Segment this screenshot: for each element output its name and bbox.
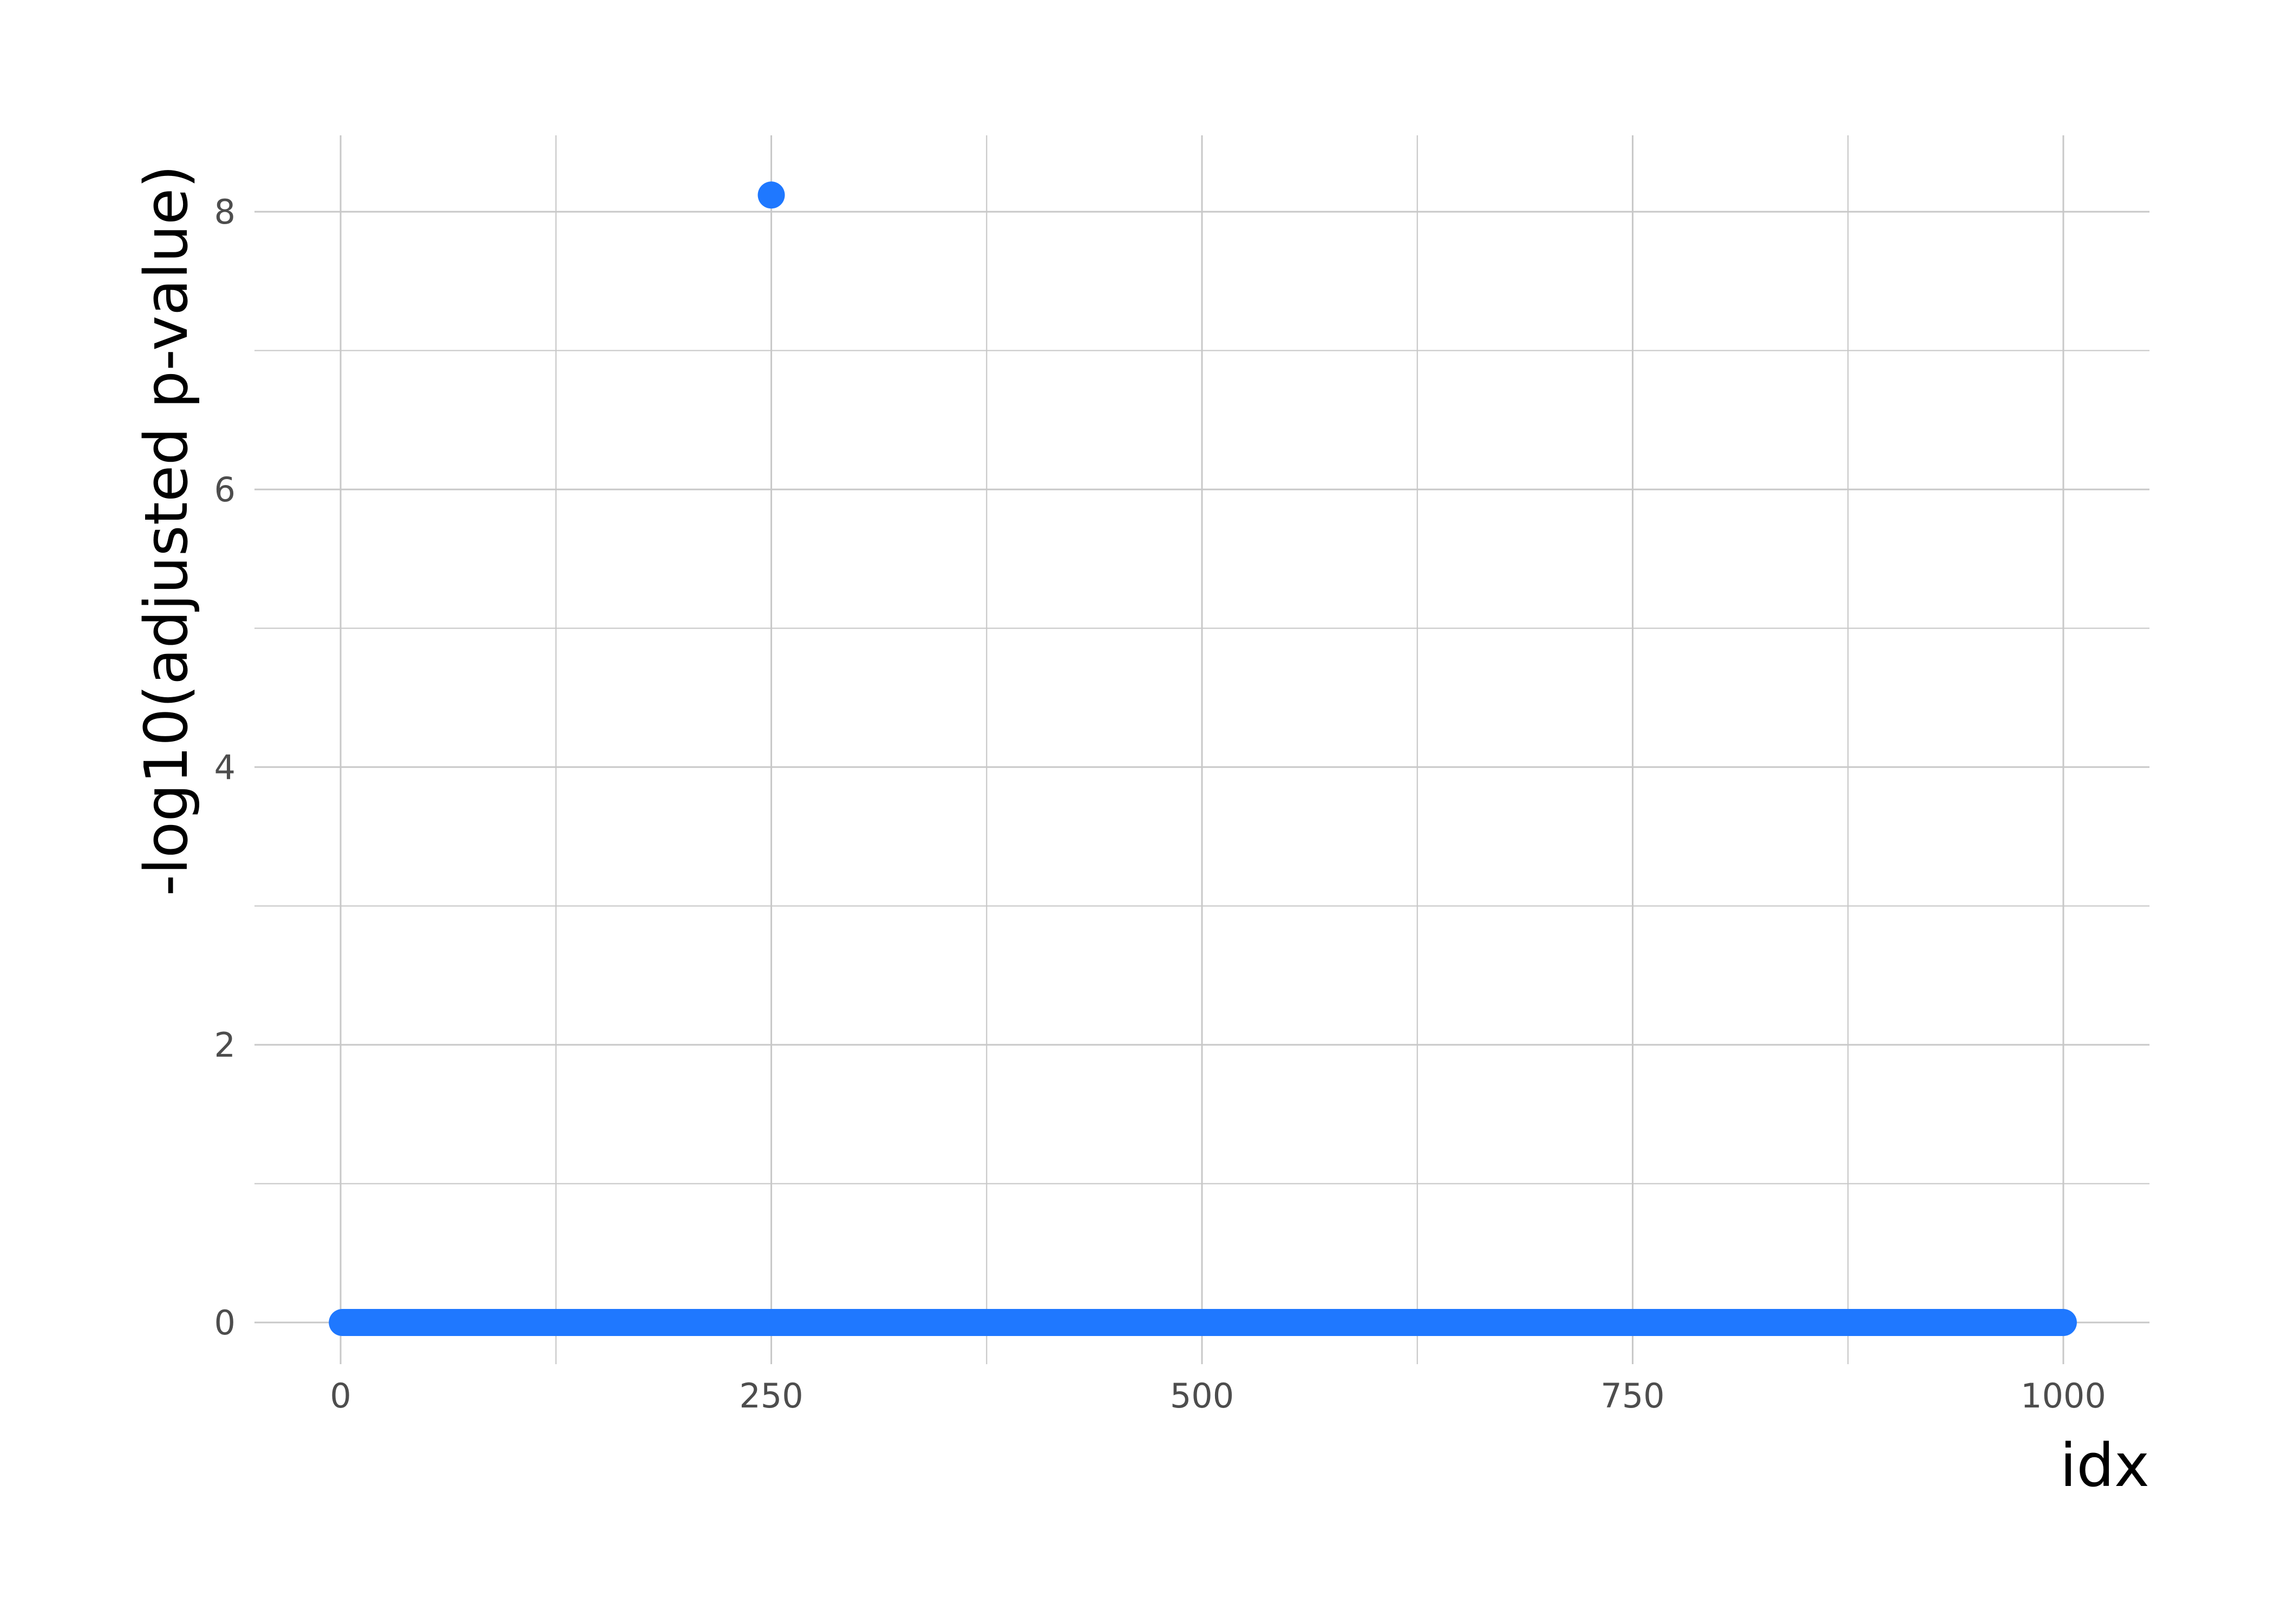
x-tick-label: 0 [330, 1376, 351, 1416]
grid [254, 135, 2149, 1364]
data-point [757, 181, 785, 209]
x-axis-ticks: 0 250 500 750 1000 [330, 1376, 2106, 1416]
x-tick-label: 1000 [2021, 1376, 2106, 1416]
y-axis-title: -log10(adjusted p-value) [132, 165, 201, 896]
y-axis-ticks: 0 2 4 6 8 [214, 192, 236, 1343]
y-tick-label: 2 [214, 1025, 236, 1065]
data-points [329, 181, 2077, 1337]
y-tick-label: 8 [214, 192, 236, 232]
x-tick-label: 250 [739, 1376, 803, 1416]
x-axis-title: idx [2060, 1431, 2149, 1500]
y-tick-label: 4 [214, 748, 236, 787]
y-tick-label: 6 [214, 470, 236, 509]
y-tick-label: 0 [214, 1303, 236, 1343]
x-tick-label: 500 [1170, 1376, 1234, 1416]
x-tick-label: 750 [1600, 1376, 1664, 1416]
